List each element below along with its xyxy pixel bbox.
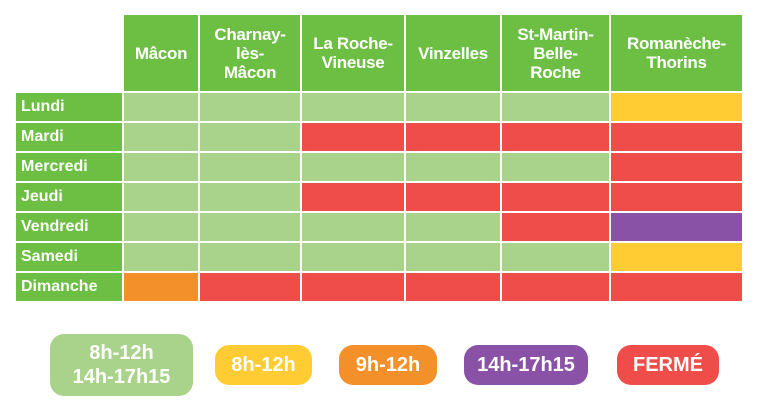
schedule-cell-red xyxy=(302,273,404,301)
row-header: Dimanche xyxy=(16,273,122,301)
schedule-cell-red xyxy=(611,273,742,301)
column-header-label: Mâcon xyxy=(134,43,188,63)
column-header: Vinzelles xyxy=(406,15,500,91)
table-row: Vendredi xyxy=(16,213,742,241)
schedule-cell-green xyxy=(302,153,404,181)
schedule-cell-yellow xyxy=(611,243,742,271)
schedule-cell-red xyxy=(502,123,609,151)
column-header: St-Martin- Belle- Roche xyxy=(502,15,609,91)
schedule-cell-green xyxy=(302,93,404,121)
schedule-cell-red xyxy=(302,183,404,211)
schedule-cell-green xyxy=(200,93,300,121)
schedule-cell-green xyxy=(124,153,198,181)
schedule-cell-green xyxy=(406,243,500,271)
row-header: Mercredi xyxy=(16,153,122,181)
schedule-cell-red xyxy=(406,183,500,211)
schedule-cell-orange xyxy=(124,273,198,301)
table-row: Mercredi xyxy=(16,153,742,181)
schedule-cell-red xyxy=(502,183,609,211)
table-row: Dimanche xyxy=(16,273,742,301)
schedule-cell-green xyxy=(406,153,500,181)
header-row: Mâcon Charnay- lès- Mâcon La Roche- Vineus… xyxy=(16,15,742,91)
schedule-cell-red xyxy=(406,273,500,301)
table-row: Lundi xyxy=(16,93,742,121)
legend-item-orange: 9h-12h xyxy=(339,345,437,385)
table-row: Jeudi xyxy=(16,183,742,211)
row-header: Jeudi xyxy=(16,183,122,211)
schedule-cell-green xyxy=(124,183,198,211)
schedule-cell-green xyxy=(302,243,404,271)
opening-hours-table: Mâcon Charnay- lès- Mâcon La Roche- Vineus… xyxy=(14,13,744,303)
row-header: Mardi xyxy=(16,123,122,151)
schedule-cell-red xyxy=(200,273,300,301)
schedule-cell-green xyxy=(124,243,198,271)
row-header: Samedi xyxy=(16,243,122,271)
schedule-cell-green xyxy=(124,93,198,121)
column-header: Romanèche- Thorins xyxy=(611,15,742,91)
schedule-cell-green xyxy=(502,93,609,121)
legend-item-red: FERMÉ xyxy=(617,345,719,385)
schedule-cell-red xyxy=(502,273,609,301)
column-header: La Roche- Vineuse xyxy=(302,15,404,91)
row-header: Vendredi xyxy=(16,213,122,241)
schedule-cell-green xyxy=(200,153,300,181)
schedule-cell-green xyxy=(200,183,300,211)
schedule-cell-green xyxy=(124,213,198,241)
column-header-label: Vinzelles xyxy=(418,43,488,63)
schedule-cell-red xyxy=(302,123,404,151)
table-body: Lundi Mardi Mercredi Jeudi Vendredi Samedi Dim… xyxy=(16,93,742,301)
column-header-label: St-Martin- Belle- Roche xyxy=(517,24,594,82)
schedule-cell-green xyxy=(406,93,500,121)
row-header: Lundi xyxy=(16,93,122,121)
schedule-cell-green xyxy=(302,213,404,241)
schedule-cell-red xyxy=(611,123,742,151)
column-header: Charnay- lès- Mâcon xyxy=(200,15,300,91)
table-corner xyxy=(16,15,122,91)
schedule-cell-purple xyxy=(611,213,742,241)
legend: 8h-12h 14h-17h15 8h-12h 9h-12h 14h-17h15 FER… xyxy=(50,334,730,396)
table-row: Samedi xyxy=(16,243,742,271)
schedule-cell-yellow xyxy=(611,93,742,121)
schedule-cell-red xyxy=(611,183,742,211)
column-header-label: La Roche- Vineuse xyxy=(313,34,393,72)
column-header: Mâcon xyxy=(124,15,198,91)
legend-item-purple: 14h-17h15 xyxy=(464,345,588,385)
legend-item-green: 8h-12h 14h-17h15 xyxy=(50,334,193,396)
table-row: Mardi xyxy=(16,123,742,151)
schedule-cell-green xyxy=(124,123,198,151)
schedule-cell-green xyxy=(200,123,300,151)
schedule-cell-red xyxy=(611,153,742,181)
schedule-cell-red xyxy=(406,123,500,151)
schedule-cell-green xyxy=(502,153,609,181)
column-header-label: Charnay- lès- Mâcon xyxy=(214,24,286,82)
schedule-cell-green xyxy=(502,243,609,271)
schedule-cell-green xyxy=(200,213,300,241)
schedule-cell-green xyxy=(406,213,500,241)
schedule-cell-green xyxy=(200,243,300,271)
legend-item-yellow: 8h-12h xyxy=(215,345,312,385)
column-header-label: Romanèche- Thorins xyxy=(626,34,727,72)
schedule-cell-red xyxy=(502,213,609,241)
